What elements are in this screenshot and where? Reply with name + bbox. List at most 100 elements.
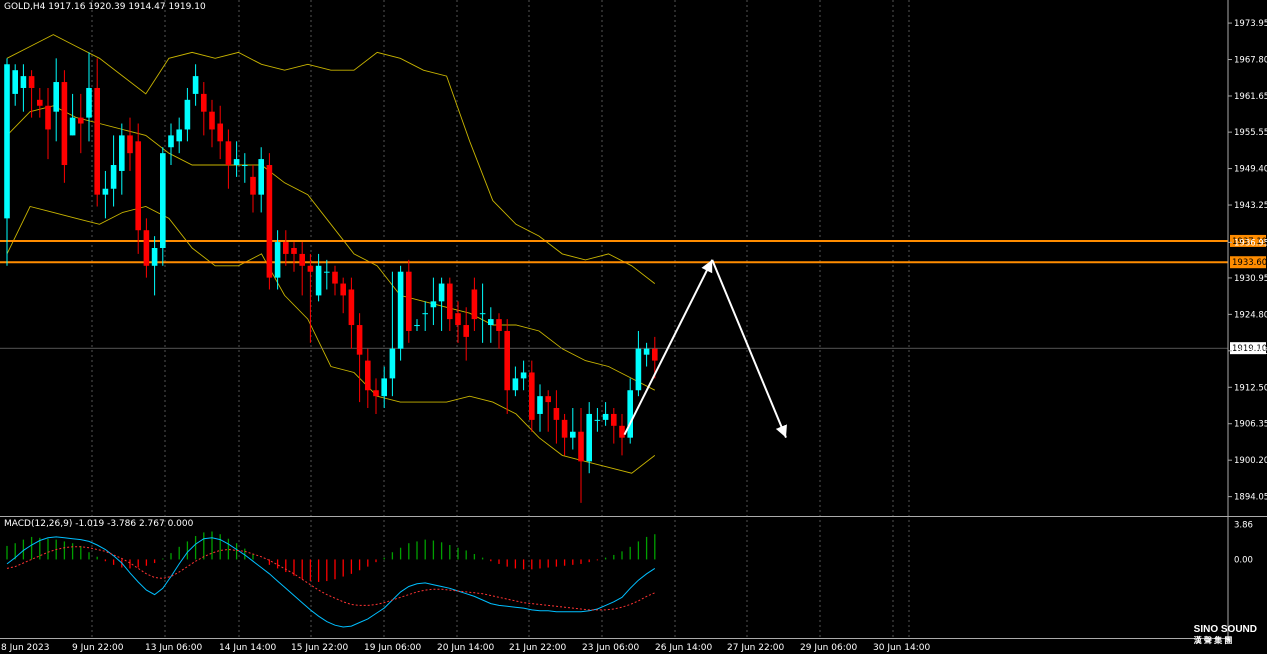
candle-body bbox=[20, 76, 27, 88]
bollinger-bands bbox=[6, 34, 656, 474]
candle-body bbox=[365, 360, 371, 391]
candle-body bbox=[217, 123, 223, 142]
price-tick-label: 1967.80 bbox=[1234, 56, 1267, 66]
macd-tick-label: 0.00 bbox=[1234, 555, 1253, 565]
sino-sound-logo: SINO SOUND 漢 聲 集 團 bbox=[1194, 624, 1257, 646]
macd-tick-label: 3.86 bbox=[1234, 521, 1253, 531]
candle-body bbox=[291, 247, 297, 254]
level-tag-label: 1937.19 bbox=[1232, 237, 1267, 247]
candle-body bbox=[127, 135, 133, 154]
trend-arrow bbox=[623, 259, 714, 436]
time-label: 15 Jun 22:00 bbox=[291, 643, 348, 653]
price-tick-label: 1924.80 bbox=[1234, 310, 1267, 320]
band-middle bbox=[6, 105, 656, 391]
time-label: 20 Jun 14:00 bbox=[437, 643, 494, 653]
candle-body bbox=[643, 348, 650, 355]
candle-body bbox=[381, 378, 387, 397]
price-tick-label: 1936.95 bbox=[1234, 238, 1267, 248]
candle-body bbox=[160, 153, 166, 248]
candle-body bbox=[463, 325, 469, 337]
candle-body bbox=[373, 390, 379, 397]
candle-body bbox=[28, 76, 35, 88]
candle-body bbox=[78, 117, 84, 124]
candle-body bbox=[488, 319, 494, 326]
candle-body bbox=[553, 408, 560, 420]
candle-body bbox=[496, 319, 502, 331]
candle-body bbox=[627, 390, 633, 438]
logo-sub: 漢 聲 集 團 bbox=[1193, 636, 1233, 645]
candle-body bbox=[61, 82, 68, 166]
time-label: 26 Jun 14:00 bbox=[655, 643, 712, 653]
candle-body bbox=[422, 313, 428, 315]
time-label: 8 Jun 2023 bbox=[1, 643, 49, 653]
price-tick-label: 1961.65 bbox=[1234, 92, 1267, 102]
candle-body bbox=[578, 431, 584, 462]
candle-body bbox=[340, 283, 346, 296]
candle-body bbox=[151, 247, 158, 266]
candle-body bbox=[135, 141, 141, 231]
price-tick-label: 1930.95 bbox=[1234, 274, 1267, 284]
level-tag-label: 1933.60 bbox=[1232, 258, 1267, 268]
candle-body bbox=[512, 378, 519, 391]
candle-body bbox=[176, 129, 182, 142]
candle-body bbox=[611, 413, 617, 426]
time-label: 23 Jun 06:00 bbox=[582, 643, 639, 653]
trend-arrow bbox=[711, 259, 787, 439]
candle-body bbox=[250, 176, 256, 195]
time-label: 13 Jun 06:00 bbox=[145, 643, 202, 653]
price-tick-label: 1894.05 bbox=[1234, 493, 1267, 503]
candle-body bbox=[471, 289, 478, 320]
candle-body bbox=[233, 159, 240, 166]
candle-body bbox=[201, 93, 207, 112]
candle-body bbox=[299, 253, 305, 266]
candle-body bbox=[529, 372, 535, 420]
candle-body bbox=[86, 87, 92, 118]
candle-body bbox=[447, 283, 453, 320]
candle-body bbox=[266, 165, 273, 278]
time-label: 30 Jun 14:00 bbox=[873, 643, 930, 653]
candle-body bbox=[586, 413, 592, 462]
candle-body bbox=[430, 301, 437, 308]
candle-body bbox=[504, 330, 510, 391]
candle-body bbox=[12, 70, 18, 94]
time-label: 9 Jun 22:00 bbox=[72, 643, 124, 653]
candle-body bbox=[94, 87, 100, 195]
candle-body bbox=[53, 82, 59, 112]
price-tick-label: 1906.35 bbox=[1234, 420, 1267, 430]
candle-body bbox=[315, 265, 322, 296]
candle-body bbox=[4, 64, 10, 219]
candle-body bbox=[69, 117, 76, 136]
time-label: 29 Jun 06:00 bbox=[800, 643, 857, 653]
candle-body bbox=[110, 165, 117, 189]
candlesticks bbox=[4, 52, 658, 503]
candle-body bbox=[348, 289, 355, 326]
candle-body bbox=[119, 135, 125, 171]
candle-body bbox=[455, 313, 461, 326]
horizontal-levels[interactable]: 1937.19 1933.60 1919.10 bbox=[0, 234, 1267, 355]
candle-body bbox=[242, 165, 248, 167]
chart-grid bbox=[91, 0, 910, 638]
current-price-label: 1919.10 bbox=[1232, 344, 1267, 354]
macd-info: MACD(12,26,9) -1.019 -3.786 2.767 0.000 bbox=[4, 519, 194, 529]
candle-body bbox=[389, 348, 396, 379]
candle-body bbox=[102, 188, 109, 195]
candle-body bbox=[635, 348, 642, 391]
current-price-tag bbox=[1230, 342, 1266, 355]
candle-body bbox=[143, 230, 150, 266]
candle-body bbox=[570, 431, 576, 438]
candle-body bbox=[520, 372, 527, 379]
candle-body bbox=[209, 111, 215, 130]
candle-body bbox=[37, 99, 43, 106]
price-tick-label: 1973.95 bbox=[1234, 19, 1267, 29]
candle-body bbox=[537, 396, 543, 414]
time-label: 21 Jun 22:00 bbox=[509, 643, 566, 653]
candle-body bbox=[397, 271, 404, 349]
trend-arrows[interactable] bbox=[623, 259, 787, 439]
price-tick-label: 1918.65 bbox=[1234, 347, 1267, 357]
candle-body bbox=[192, 76, 199, 94]
level-tag bbox=[1230, 234, 1266, 247]
candle-body bbox=[168, 135, 174, 148]
price-tick-label: 1955.55 bbox=[1234, 128, 1267, 138]
